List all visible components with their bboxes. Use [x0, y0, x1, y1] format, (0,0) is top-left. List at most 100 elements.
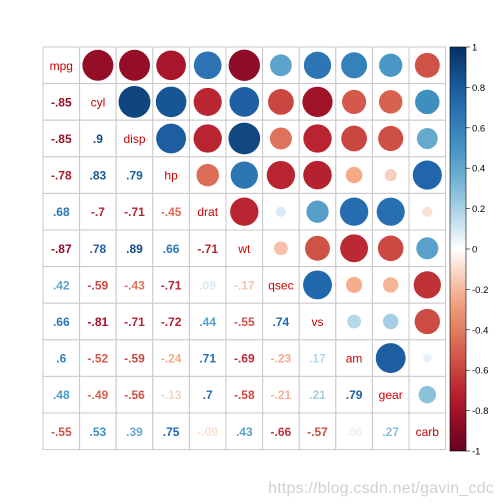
cell-gear-disp — [115, 375, 154, 414]
corr-number-cyl-mpg: -.85 — [51, 95, 72, 109]
corr-number-gear-am: .79 — [346, 388, 363, 402]
cell-carb-carb — [408, 412, 447, 451]
corr-circle-gear-carb — [418, 385, 437, 404]
corr-circle-disp-drat — [193, 124, 222, 153]
corr-number-vs-wt: -.55 — [234, 315, 255, 329]
cell-vs-hp — [152, 302, 190, 341]
corr-circle-cyl-wt — [229, 87, 260, 117]
cell-vs-drat — [188, 302, 227, 341]
cell-qsec-disp — [115, 266, 154, 304]
cell-carb-mpg — [42, 412, 81, 451]
colorbar-tick-label: -0.8 — [472, 406, 488, 417]
corr-number-qsec-wt: -.17 — [234, 278, 255, 292]
corr-circle-am-gear — [375, 343, 406, 374]
corr-circle-wt-carb — [416, 237, 439, 260]
corr-circle-cyl-carb — [415, 89, 440, 115]
corr-number-carb-drat: -.09 — [197, 425, 218, 439]
corr-number-hp-mpg: -.78 — [51, 169, 72, 183]
corr-number-gear-qsec: -.21 — [271, 388, 292, 402]
cell-drat-drat — [188, 192, 227, 231]
corr-circle-drat-qsec — [275, 206, 286, 217]
cell-vs-mpg — [42, 302, 81, 341]
corr-number-gear-wt: -.58 — [234, 388, 255, 402]
corr-number-hp-cyl: .83 — [90, 169, 107, 183]
cell-wt-wt — [225, 229, 264, 268]
corr-circle-drat-am — [339, 197, 369, 226]
corr-circle-am-carb — [423, 353, 432, 363]
corr-number-gear-hp: -.13 — [161, 388, 182, 402]
corr-number-wt-hp: .66 — [163, 242, 180, 256]
corr-number-drat-disp: -.71 — [124, 205, 145, 219]
corr-circle-wt-qsec — [273, 241, 288, 256]
colorbar-tick-label: 0.6 — [472, 123, 485, 134]
cell-hp-disp — [115, 156, 154, 194]
corr-number-vs-cyl: -.81 — [88, 315, 109, 329]
corr-number-wt-drat: -.71 — [197, 242, 218, 256]
cell-hp-hp — [152, 156, 190, 194]
watermark-text: https://blog.csdn.net/gavin_cdc — [268, 480, 494, 497]
colorbar-tick-label: -0.2 — [472, 285, 488, 296]
corr-number-vs-qsec: .74 — [273, 315, 290, 329]
corr-number-am-hp: -.24 — [161, 352, 182, 366]
corr-number-gear-disp: -.56 — [124, 388, 145, 402]
corr-number-carb-wt: .43 — [236, 425, 253, 439]
corr-circle-hp-wt — [230, 161, 258, 189]
corr-number-carb-gear: .27 — [382, 425, 399, 439]
cell-drat-cyl — [79, 192, 117, 231]
corr-number-drat-hp: -.45 — [161, 205, 182, 219]
cell-wt-hp — [152, 229, 190, 268]
corr-number-am-cyl: -.52 — [88, 352, 109, 366]
corr-circle-mpg-hp — [156, 50, 186, 81]
cell-am-vs — [298, 339, 337, 377]
corr-circle-qsec-gear — [383, 277, 399, 293]
corr-circle-drat-vs — [306, 200, 329, 223]
colorbar-tick-label: -0.4 — [472, 325, 488, 336]
diag-label-cyl: cyl — [91, 95, 106, 109]
diag-label-disp: disp — [123, 132, 145, 146]
corr-circle-cyl-gear — [378, 90, 403, 114]
corr-number-gear-drat: .7 — [203, 388, 213, 402]
colorbar: 1 0.8 0.6 0.4 0.2 0 -0.2 -0.4 -0.6 -0.8 -1 — [449, 43, 488, 458]
cell-qsec-hp — [152, 266, 190, 304]
diag-label-vs: vs — [312, 315, 324, 329]
corr-circle-mpg-cyl — [82, 49, 114, 81]
corr-circle-mpg-wt — [228, 49, 260, 81]
diag-label-drat: drat — [197, 205, 218, 219]
cell-mpg-mpg — [42, 46, 81, 85]
corr-number-vs-mpg: .66 — [53, 315, 70, 329]
corr-circle-mpg-vs — [303, 51, 332, 79]
corr-circle-disp-hp — [156, 123, 187, 154]
corr-circle-disp-qsec — [269, 127, 292, 150]
corr-circle-qsec-am — [346, 276, 363, 293]
diag-label-hp: hp — [164, 169, 178, 183]
corr-number-vs-disp: -.71 — [124, 315, 145, 329]
diag-label-qsec: qsec — [268, 278, 293, 292]
corr-circle-wt-am — [340, 234, 369, 263]
corr-number-vs-hp: -.72 — [161, 315, 182, 329]
corr-circle-cyl-am — [341, 89, 367, 115]
corr-number-gear-mpg: .48 — [53, 388, 70, 402]
cell-qsec-wt — [225, 266, 264, 304]
corr-number-carb-hp: .75 — [163, 425, 180, 439]
cell-carb-vs — [298, 412, 337, 451]
cell-vs-vs — [298, 302, 337, 341]
colorbar-tick-label: -1 — [472, 447, 480, 458]
corr-number-disp-mpg: -.85 — [51, 132, 72, 146]
correlation-cells: mpg -.85 cyl -.85 .9 disp -.78 .83 .79 hp .68 -.7 -.… — [42, 46, 447, 451]
corr-number-wt-disp: .89 — [126, 242, 143, 256]
corr-number-am-wt: -.69 — [234, 352, 255, 366]
colorbar-tick-label: 0 — [472, 245, 477, 256]
corr-number-carb-disp: .39 — [126, 425, 143, 439]
cell-gear-am — [335, 375, 373, 414]
corr-circle-drat-carb — [422, 206, 433, 217]
corr-number-drat-mpg: .68 — [53, 205, 70, 219]
cell-wt-mpg — [42, 229, 81, 268]
cell-qsec-cyl — [79, 266, 117, 304]
cell-am-am — [335, 339, 373, 377]
corr-number-am-disp: -.59 — [124, 352, 145, 366]
colorbar-tick-label: 0.2 — [472, 204, 485, 215]
corr-circle-hp-drat — [196, 163, 219, 187]
corr-circle-cyl-qsec — [268, 89, 294, 115]
diag-label-am: am — [346, 352, 363, 366]
